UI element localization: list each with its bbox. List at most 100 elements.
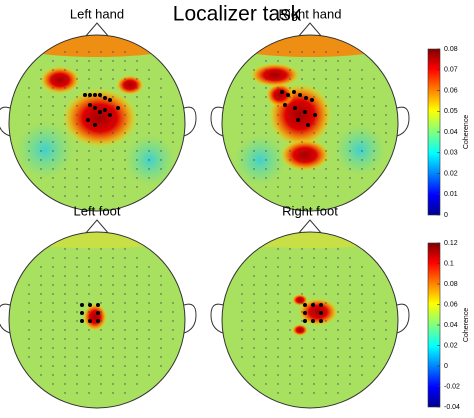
sensor bbox=[265, 78, 267, 80]
sensor bbox=[265, 60, 267, 62]
sensor bbox=[289, 177, 291, 179]
sensor bbox=[136, 168, 138, 170]
sensor bbox=[64, 51, 66, 53]
sensor bbox=[325, 60, 327, 62]
sensor bbox=[265, 96, 267, 98]
sensor bbox=[124, 141, 126, 143]
sensor bbox=[241, 284, 243, 286]
sensor bbox=[313, 60, 315, 62]
sensor bbox=[289, 150, 291, 152]
sensor-significant bbox=[303, 311, 307, 315]
sensor bbox=[325, 356, 327, 358]
sensor bbox=[325, 132, 327, 134]
sensor bbox=[349, 168, 351, 170]
sensor bbox=[349, 186, 351, 188]
sensor bbox=[136, 150, 138, 152]
sensor bbox=[124, 266, 126, 268]
sensor bbox=[361, 338, 363, 340]
sensor bbox=[289, 365, 291, 367]
panel-label: Left hand bbox=[70, 6, 124, 21]
sensor bbox=[301, 266, 303, 268]
sensor bbox=[241, 329, 243, 331]
sensor bbox=[76, 186, 78, 188]
sensor bbox=[40, 132, 42, 134]
sensor bbox=[325, 365, 327, 367]
sensor bbox=[148, 159, 150, 161]
sensor bbox=[124, 302, 126, 304]
sensor bbox=[52, 338, 54, 340]
sensor bbox=[337, 320, 339, 322]
sensor bbox=[313, 383, 315, 385]
sensor bbox=[277, 329, 279, 331]
sensor bbox=[112, 320, 114, 322]
sensor bbox=[76, 51, 78, 53]
sensor bbox=[253, 266, 255, 268]
sensor bbox=[148, 177, 150, 179]
sensor bbox=[124, 320, 126, 322]
sensor bbox=[88, 374, 90, 376]
sensor bbox=[28, 356, 30, 358]
sensor bbox=[361, 87, 363, 89]
figure-title: Localizer task bbox=[173, 3, 302, 26]
sensor bbox=[40, 141, 42, 143]
sensor bbox=[136, 78, 138, 80]
sensor bbox=[148, 329, 150, 331]
sensor bbox=[76, 132, 78, 134]
sensor bbox=[253, 159, 255, 161]
sensor-significant bbox=[306, 123, 310, 127]
sensor bbox=[112, 311, 114, 313]
sensor bbox=[289, 293, 291, 295]
sensor bbox=[289, 159, 291, 161]
ear bbox=[183, 303, 197, 334]
sensor bbox=[337, 123, 339, 125]
tick-label: 0 bbox=[444, 363, 448, 370]
sensor bbox=[373, 365, 375, 367]
sensor bbox=[253, 168, 255, 170]
sensor bbox=[265, 374, 267, 376]
sensor bbox=[100, 105, 102, 107]
sensor bbox=[385, 123, 387, 125]
sensor bbox=[277, 87, 279, 89]
sensor bbox=[88, 347, 90, 349]
sensor-significant bbox=[283, 103, 287, 107]
sensor bbox=[88, 266, 90, 268]
sensor bbox=[241, 159, 243, 161]
sensor bbox=[373, 168, 375, 170]
sensor bbox=[337, 338, 339, 340]
sensor bbox=[172, 105, 174, 107]
sensor bbox=[100, 311, 102, 313]
sensor bbox=[160, 365, 162, 367]
sensor bbox=[160, 150, 162, 152]
sensor bbox=[277, 338, 279, 340]
sensor bbox=[349, 293, 351, 295]
sensor bbox=[124, 311, 126, 313]
sensor bbox=[52, 69, 54, 71]
sensor bbox=[88, 186, 90, 188]
sensor bbox=[112, 248, 114, 250]
sensor-significant bbox=[311, 303, 315, 307]
sensor bbox=[28, 311, 30, 313]
sensor bbox=[325, 284, 327, 286]
sensor bbox=[289, 132, 291, 134]
sensor bbox=[289, 186, 291, 188]
sensor bbox=[301, 123, 303, 125]
sensor-significant bbox=[83, 93, 87, 97]
sensor bbox=[76, 302, 78, 304]
sensor bbox=[277, 374, 279, 376]
sensor bbox=[289, 374, 291, 376]
sensor bbox=[337, 293, 339, 295]
sensor bbox=[313, 374, 315, 376]
sensor bbox=[337, 132, 339, 134]
sensor bbox=[373, 150, 375, 152]
sensor bbox=[76, 105, 78, 107]
sensor bbox=[265, 365, 267, 367]
sensor bbox=[100, 114, 102, 116]
sensor bbox=[40, 284, 42, 286]
sensor bbox=[160, 329, 162, 331]
sensor bbox=[40, 150, 42, 152]
sensor bbox=[100, 186, 102, 188]
sensor bbox=[160, 284, 162, 286]
sensor bbox=[253, 177, 255, 179]
sensor bbox=[148, 293, 150, 295]
sensor bbox=[253, 132, 255, 134]
